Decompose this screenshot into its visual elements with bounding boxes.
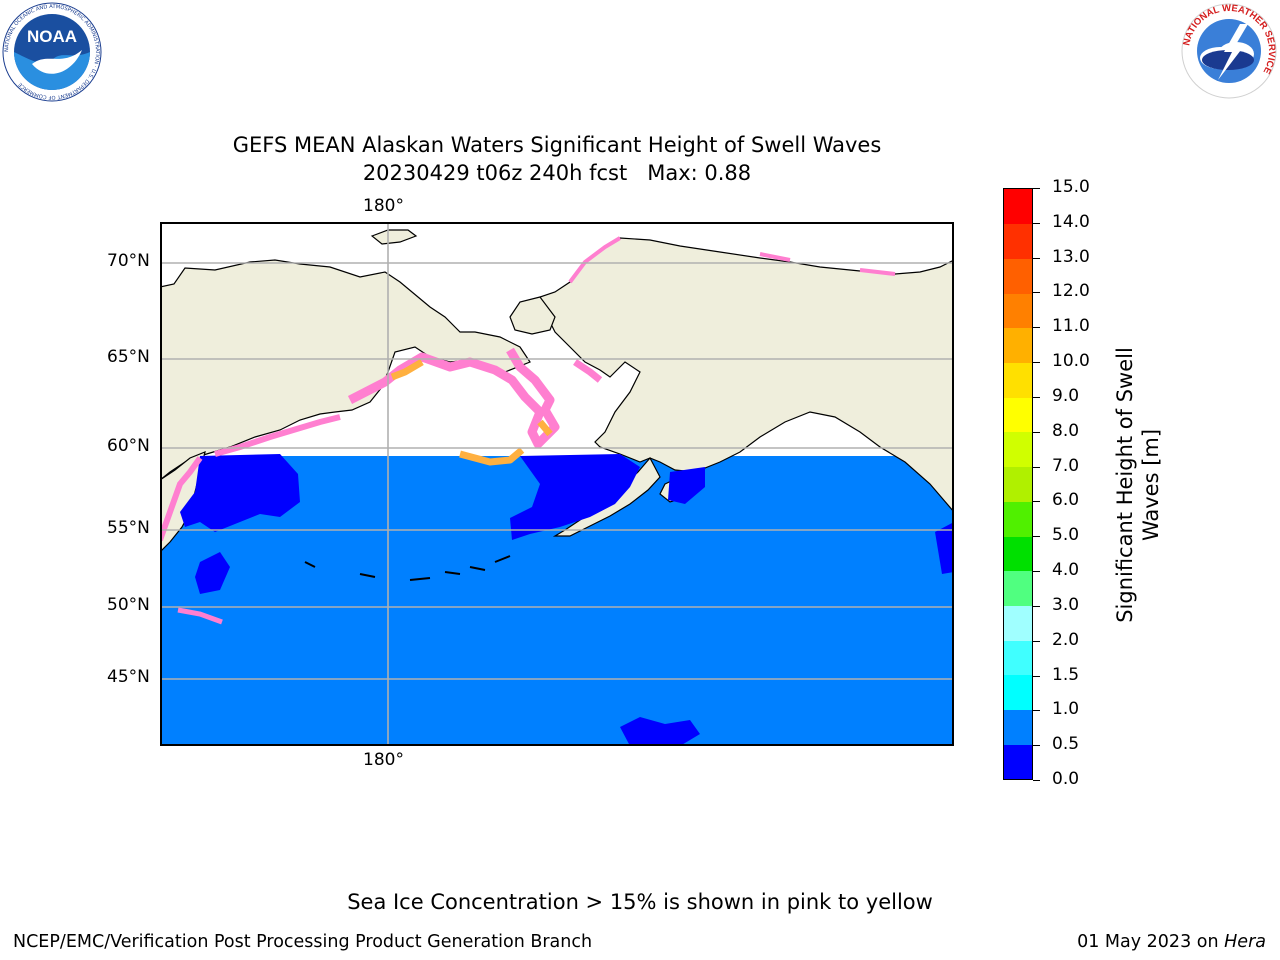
- colorbar-tick-label: 4.0: [1052, 560, 1080, 581]
- land-aleutian-islands: [304, 555, 511, 581]
- nws-logo: NATIONAL WEATHER SERVICE: [1180, 2, 1278, 100]
- colorbar-segment: [1004, 501, 1032, 537]
- colorbar-tick-label: 9.0: [1052, 385, 1080, 406]
- colorbar-tick-label: 2.0: [1052, 629, 1080, 650]
- run-machine: Hera: [1224, 932, 1266, 952]
- colorbar-segment: [1004, 536, 1032, 572]
- colorbar-segment: [1004, 466, 1032, 502]
- sea-ice-edge-norton-sound: [573, 359, 603, 383]
- colorbar-tick-label: 3.0: [1052, 594, 1080, 615]
- chart-subtitle: 20230429 t06z 240h fcst Max: 0.88: [362, 161, 752, 185]
- colorbar-segment: [1004, 362, 1032, 398]
- calm-swell-east-gulf: [935, 522, 954, 574]
- graticule: [160, 222, 954, 746]
- colorbar-tick-label: 5.0: [1052, 525, 1080, 546]
- colorbar-tick: [1033, 640, 1040, 642]
- colorbar-tick: [1033, 257, 1040, 259]
- colorbar-tick-label: 13.0: [1052, 246, 1090, 267]
- latitude-label-45: 45°N: [107, 667, 150, 687]
- colorbar-segment: [1004, 258, 1032, 294]
- map-panel: [160, 222, 954, 746]
- run-date: 01 May 2023 on Hera: [1077, 932, 1266, 952]
- colorbar-tick-label: 10.0: [1052, 351, 1090, 372]
- colorbar-tick: [1033, 675, 1040, 677]
- colorbar-segment: [1004, 223, 1032, 259]
- latitude-label-50: 50°N: [107, 595, 150, 615]
- colorbar-tick: [1033, 780, 1040, 781]
- run-date-text: 01 May 2023 on: [1077, 932, 1225, 952]
- colorbar-tick: [1033, 396, 1040, 398]
- colorbar-label-line2: Waves [m]: [1139, 428, 1163, 542]
- noaa-logo-text: NOAA: [27, 27, 77, 46]
- colorbar-tick-label: 1.5: [1052, 664, 1080, 685]
- latitude-label-70: 70°N: [107, 251, 150, 271]
- colorbar-tick: [1033, 710, 1040, 712]
- chart-title: GEFS MEAN Alaskan Waters Significant Hei…: [232, 133, 882, 157]
- colorbar-tick-label: 8.0: [1052, 420, 1080, 441]
- calm-swell-bristol-bay: [510, 454, 640, 540]
- colorbar-label-line1: Significant Height of Swell: [1113, 347, 1137, 623]
- colorbar-segment: [1004, 431, 1032, 468]
- colorbar-tick: [1033, 362, 1040, 364]
- colorbar-tick: [1033, 605, 1040, 607]
- sea-ice-edge-kamchatka-south: [177, 607, 223, 625]
- bottom-longitude-label: 180°: [363, 750, 404, 770]
- calm-swell-south-patch: [620, 717, 700, 746]
- colorbar-tick-label: 15.0: [1052, 177, 1090, 197]
- colorbar-tick: [1033, 292, 1040, 294]
- colorbar-tick-label: 7.0: [1052, 455, 1080, 476]
- colorbar-segment: [1004, 327, 1032, 364]
- sea-ice-edge-arctic: [568, 236, 896, 284]
- colorbar-tick: [1033, 327, 1040, 329]
- colorbar-tick: [1033, 222, 1040, 224]
- top-longitude-label: 180°: [363, 196, 404, 216]
- calm-swell-west: [180, 454, 300, 532]
- colorbar-segment: [1004, 709, 1032, 745]
- land-seward-peninsula: [509, 296, 556, 335]
- colorbar-tick-label: 12.0: [1052, 281, 1090, 302]
- map-canvas: [160, 222, 954, 746]
- colorbar-segment: [1004, 570, 1032, 606]
- colorbar-tick-label: 14.0: [1052, 211, 1090, 232]
- colorbar-tick: [1033, 501, 1040, 503]
- noaa-logo: NOAA NATIONAL OCEANIC AND ATMOSPHERIC AD…: [2, 2, 102, 102]
- sea-ice-note: Sea Ice Concentration > 15% is shown in …: [347, 890, 933, 914]
- calm-swell-cook-inlet: [668, 467, 705, 504]
- producer-credit: NCEP/EMC/Verification Post Processing Pr…: [13, 932, 593, 952]
- latitude-label-60: 60°N: [107, 436, 150, 456]
- colorbar-segment: [1004, 189, 1032, 225]
- land-alaska: [539, 222, 954, 513]
- colorbar-tick: [1033, 571, 1040, 573]
- colorbar-segment: [1004, 293, 1032, 329]
- colorbar-segment: [1004, 397, 1032, 433]
- calm-swell-kamchatka-south: [195, 552, 230, 594]
- colorbar-tick-label: 1.0: [1052, 699, 1080, 720]
- colorbar-segment: [1004, 744, 1032, 780]
- colorbar-tick: [1033, 431, 1040, 433]
- colorbar-tick: [1033, 536, 1040, 538]
- sea-ice-edge-bering-orange: [390, 358, 553, 466]
- colorbar-tick-label: 0.5: [1052, 734, 1080, 755]
- colorbar-tick: [1033, 745, 1040, 747]
- colorbar-tick: [1033, 188, 1040, 189]
- latitude-label-65: 65°N: [107, 347, 150, 367]
- colorbar-tick-label: 6.0: [1052, 490, 1080, 511]
- colorbar-segment: [1004, 674, 1032, 711]
- colorbar-tick: [1033, 466, 1040, 468]
- colorbar-tick-label: 0.0: [1052, 769, 1080, 789]
- latitude-label-55: 55°N: [107, 518, 150, 538]
- map-border: [160, 222, 954, 746]
- colorbar-segment: [1004, 640, 1032, 676]
- colorbar: [1003, 188, 1033, 780]
- colorbar-segment: [1004, 605, 1032, 641]
- colorbar-tick-label: 11.0: [1052, 316, 1090, 337]
